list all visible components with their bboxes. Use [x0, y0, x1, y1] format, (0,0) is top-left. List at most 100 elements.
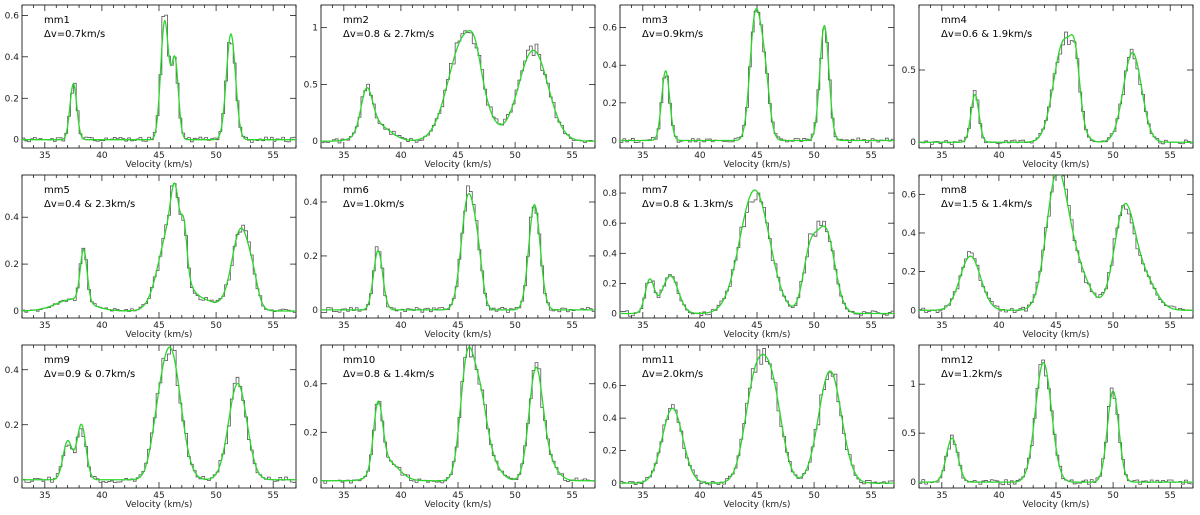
x-tick-label: 55 [267, 491, 278, 501]
y-tick-label: 0.5 [902, 429, 916, 439]
y-tick-label: 0 [910, 306, 916, 316]
x-tick-label: 45 [1050, 321, 1061, 331]
plot-frame [918, 4, 1194, 149]
x-tick-label: 40 [993, 151, 1005, 161]
x-tick-label: 40 [694, 321, 706, 331]
x-axis-label: Velocity (km/s) [1023, 500, 1090, 510]
x-tick-label: 35 [338, 151, 349, 161]
x-tick-label: 40 [395, 321, 407, 331]
x-tick-label: 45 [452, 491, 463, 501]
linewidth-annotation: Δv=1.2km/s [941, 369, 1002, 380]
x-axis-label: Velocity (km/s) [126, 500, 193, 510]
x-tick-label: 40 [96, 321, 108, 331]
y-tick-label: 0.4 [5, 53, 20, 63]
linewidth-annotation: Δv=0.4 & 2.3km/s [44, 199, 135, 210]
spectrum-panel-mm2: 35 40 45 50 55 0 0.5 1 Velocity (km/s) mm2 Δv=0.8 … [304, 4, 596, 170]
y-tick-label: 0.2 [5, 94, 19, 104]
x-tick-label: 40 [993, 321, 1005, 331]
x-tick-label: 35 [338, 321, 349, 331]
y-tick-label: 0.2 [304, 428, 318, 438]
x-tick-label: 55 [865, 321, 876, 331]
y-tick-label: 0.4 [603, 414, 618, 424]
fitted-model [620, 353, 894, 484]
x-tick-label: 55 [865, 151, 876, 161]
y-tick-label: 0.2 [603, 99, 617, 109]
spectrum-panel-mm12: 35 40 45 50 55 0 0.5 1 Velocity (km/s) mm12 Δv=1.2… [902, 344, 1194, 510]
x-axis-label: Velocity (km/s) [425, 330, 492, 340]
spectrum-panel-mm6: 35 40 45 50 55 0 0.2 0.4 Velocity (km/s) mm6 Δv=1.… [304, 174, 596, 340]
spectrum-panel-mm1: 35 40 45 50 55 0 0.2 0.4 0.6 Velocity (km/s) mm1 Δv… [5, 4, 297, 170]
y-tick-label: 0.6 [902, 190, 917, 200]
y-tick-label: 0 [910, 138, 916, 148]
y-tick-label: 0.6 [603, 24, 618, 34]
fitted-model [321, 346, 595, 482]
x-tick-label: 50 [509, 321, 521, 331]
x-axis-label: Velocity (km/s) [724, 160, 791, 170]
x-tick-label: 50 [808, 151, 820, 161]
x-tick-label: 50 [1107, 321, 1119, 331]
y-tick-label: 0.5 [902, 66, 916, 76]
x-tick-label: 50 [808, 321, 820, 331]
linewidth-annotation: Δv=1.5 & 1.4km/s [941, 199, 1032, 210]
x-tick-label: 50 [808, 491, 820, 501]
x-tick-label: 50 [1107, 151, 1119, 161]
x-tick-label: 35 [936, 321, 947, 331]
plot-frame [320, 4, 596, 149]
x-axis-label: Velocity (km/s) [724, 500, 791, 510]
fitted-model [22, 182, 296, 312]
x-axis-label: Velocity (km/s) [126, 160, 193, 170]
x-tick-label: 35 [936, 151, 947, 161]
x-tick-label: 40 [993, 491, 1005, 501]
observed-spectrum [321, 30, 595, 144]
x-axis-label: Velocity (km/s) [1023, 330, 1090, 340]
x-axis-label: Velocity (km/s) [126, 330, 193, 340]
y-tick-label: 0.6 [5, 11, 20, 21]
plot-frame [619, 4, 895, 149]
x-tick-label: 55 [566, 151, 577, 161]
x-tick-label: 50 [509, 151, 521, 161]
y-tick-label: 0.4 [603, 249, 618, 259]
y-tick-label: 0 [611, 136, 617, 146]
spectrum-panel-mm7: 35 40 45 50 55 0 0.2 0.4 0.6 0.8 Velocity (km/s) mm… [603, 174, 895, 340]
x-tick-label: 45 [751, 321, 762, 331]
y-tick-label: 0 [611, 309, 617, 319]
x-tick-label: 50 [210, 321, 222, 331]
observed-spectrum [919, 31, 1193, 145]
x-tick-label: 45 [452, 321, 463, 331]
x-tick-label: 35 [338, 491, 349, 501]
x-tick-label: 50 [210, 151, 222, 161]
x-tick-label: 45 [1050, 151, 1061, 161]
x-tick-label: 35 [637, 151, 648, 161]
source-name: mm9 [44, 355, 70, 366]
y-tick-label: 0 [910, 478, 916, 488]
x-tick-label: 40 [96, 151, 108, 161]
fitted-model [919, 175, 1193, 311]
x-tick-label: 35 [39, 491, 50, 501]
y-tick-label: 0.4 [304, 198, 319, 208]
source-name: mm4 [941, 15, 967, 26]
linewidth-annotation: Δv=0.9 & 0.7km/s [44, 369, 135, 380]
y-tick-label: 0 [611, 479, 617, 489]
y-tick-label: 0.5 [304, 80, 318, 90]
x-tick-label: 55 [267, 151, 278, 161]
linewidth-annotation: Δv=0.7km/s [44, 29, 105, 40]
x-tick-label: 55 [267, 321, 278, 331]
x-tick-label: 45 [153, 151, 164, 161]
x-tick-label: 40 [694, 491, 706, 501]
y-tick-label: 0.6 [603, 382, 618, 392]
y-tick-label: 0.2 [304, 252, 318, 262]
spectrum-panel-mm8: 35 40 45 50 55 0 0.2 0.4 0.6 Velocity (km/s) mm8 Δv… [902, 174, 1194, 340]
spectrum-panel-mm4: 35 40 45 50 55 0 0.5 Velocity (km/s) mm4 Δv=0.6 &… [902, 4, 1194, 170]
y-tick-label: 0.4 [5, 213, 20, 223]
x-tick-label: 45 [1050, 491, 1061, 501]
x-tick-label: 55 [566, 491, 577, 501]
spectrum-panel-mm9: 35 40 45 50 55 0 0.2 0.4 Velocity (km/s) mm9 Δv=0.… [5, 344, 297, 510]
linewidth-annotation: Δv=0.6 & 1.9km/s [941, 29, 1032, 40]
y-tick-label: 0 [312, 137, 318, 147]
fitted-model [321, 29, 595, 142]
x-axis-label: Velocity (km/s) [724, 330, 791, 340]
spectrum-panel-mm10: 35 40 45 50 55 0 0.2 0.4 Velocity (km/s) mm10 Δv=0… [304, 344, 596, 510]
x-tick-label: 55 [1164, 321, 1175, 331]
source-name: mm7 [642, 185, 668, 196]
